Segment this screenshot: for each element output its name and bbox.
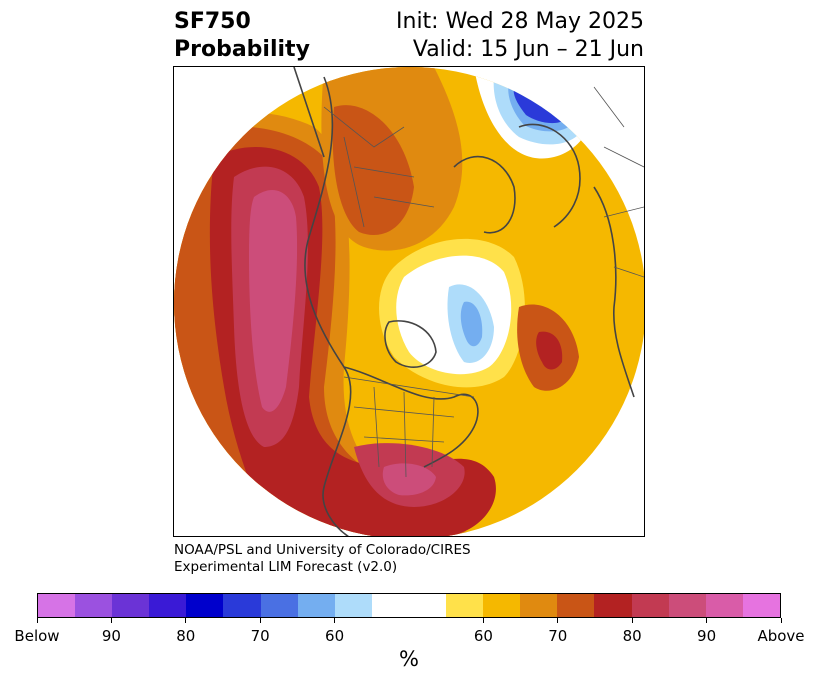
colorbar-segment bbox=[446, 594, 484, 617]
colorbar-tick-mark bbox=[482, 618, 484, 623]
colorbar-segment bbox=[705, 594, 743, 617]
colorbar-tick-mark bbox=[36, 618, 38, 623]
coastlines bbox=[293, 67, 635, 536]
colorbar-segment bbox=[631, 594, 669, 617]
colorbar-tick-mark bbox=[185, 618, 187, 623]
map-panel bbox=[173, 66, 645, 537]
colorbar-segment bbox=[112, 594, 150, 617]
map-title-line1: SF750 bbox=[174, 9, 251, 34]
colorbar-segment bbox=[483, 594, 521, 617]
colorbar-segment bbox=[334, 594, 372, 617]
colorbar-tick-mark bbox=[334, 618, 336, 623]
colorbar-segment bbox=[38, 594, 76, 617]
colorbar-tick-label: Above bbox=[757, 627, 805, 645]
colorbar-segment bbox=[149, 594, 187, 617]
valid-date: Valid: 15 Jun – 21 Jun bbox=[412, 37, 644, 62]
colorbar-tick-mark bbox=[110, 618, 112, 623]
colorbar-tick-label: 80 bbox=[622, 627, 642, 645]
colorbar-tick-label: 90 bbox=[101, 627, 121, 645]
colorbar-segment bbox=[557, 594, 595, 617]
colorbar-tick-mark bbox=[631, 618, 633, 623]
colorbar-segment bbox=[408, 594, 447, 617]
colorbar-unit: % bbox=[399, 647, 419, 671]
political-borders bbox=[323, 86, 644, 478]
colorbar-segment bbox=[223, 594, 261, 617]
colorbar-tick-mark bbox=[780, 618, 782, 623]
colorbar bbox=[37, 593, 781, 618]
colorbar-segment bbox=[75, 594, 113, 617]
credit-text: NOAA/PSL and University of Colorado/CIRE… bbox=[174, 542, 471, 576]
colorbar-tick-mark bbox=[706, 618, 708, 623]
colorbar-segment bbox=[668, 594, 706, 617]
colorbar-tick-label: 60 bbox=[325, 627, 345, 645]
colorbar-segment bbox=[260, 594, 298, 617]
colorbar-segment bbox=[186, 594, 224, 617]
colorbar-segment bbox=[371, 594, 409, 617]
colorbar-tick-label: 90 bbox=[697, 627, 717, 645]
forecast-dates: Init: Wed 28 May 2025 Valid: 15 Jun – 21… bbox=[396, 8, 644, 64]
colorbar-tick-label: 80 bbox=[176, 627, 196, 645]
colorbar-segment bbox=[594, 594, 632, 617]
colorbar-tick-label: 70 bbox=[548, 627, 568, 645]
init-date: Init: Wed 28 May 2025 bbox=[396, 9, 644, 34]
colorbar-tick-mark bbox=[557, 618, 559, 623]
probability-field bbox=[174, 67, 644, 536]
map-title: SF750 Probability bbox=[174, 8, 310, 64]
colorbar-tick-label: Below bbox=[14, 627, 60, 645]
colorbar-segment bbox=[520, 594, 558, 617]
map-title-line2: Probability bbox=[174, 37, 310, 62]
credit-line1: NOAA/PSL and University of Colorado/CIRE… bbox=[174, 542, 471, 558]
credit-line2: Experimental LIM Forecast (v2.0) bbox=[174, 559, 398, 575]
colorbar-segment bbox=[742, 594, 780, 617]
colorbar-segment bbox=[297, 594, 335, 617]
colorbar-tick-mark bbox=[259, 618, 261, 623]
polar-map bbox=[174, 67, 644, 536]
colorbar-tick-label: 60 bbox=[473, 627, 493, 645]
colorbar-tick-label: 70 bbox=[250, 627, 270, 645]
